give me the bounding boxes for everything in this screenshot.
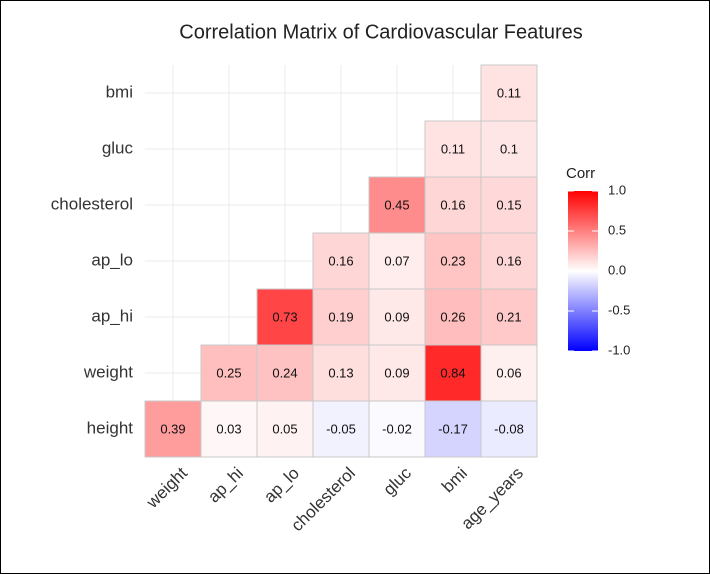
heatmap-cell [480,288,538,346]
colorbar-label: 0.5 [608,222,626,237]
cell-label: -0.02 [382,421,412,436]
x-tick-label: ap_lo [260,464,303,507]
y-tick-label: ap_lo [91,250,133,269]
cell-label: 0.84 [440,365,465,380]
cell-label: 0.09 [384,309,409,324]
cell-label: 0.07 [384,253,409,268]
cell-label: 0.23 [440,253,465,268]
cell-label: 0.15 [496,197,521,212]
cell-label: 0.11 [497,85,521,100]
heatmap-cell [480,344,538,402]
cell-label: -0.08 [494,421,524,436]
cell-label: 0.21 [496,309,521,324]
y-tick-label: ap_hi [91,306,133,325]
cell-label: 0.24 [272,365,297,380]
heatmap-cell [480,400,538,458]
colorbar-label: 1.0 [608,182,626,197]
cell-label: 0.16 [440,197,465,212]
y-tick-label: cholesterol [51,194,133,213]
colorbar-label: -0.5 [608,302,630,317]
y-tick-label: height [87,418,134,437]
heatmap-cell [480,120,538,178]
cell-label: 0.06 [496,365,521,380]
heatmap-cell [256,400,314,458]
cell-label: 0.16 [496,253,521,268]
cell-label: -0.05 [326,421,356,436]
cell-label: -0.17 [438,421,468,436]
cell-label: 0.73 [272,309,297,324]
heatmap-cell [480,176,538,234]
x-tick-label: gluc [380,463,416,499]
heatmap-cell [312,288,370,346]
heatmap-cell [200,344,258,402]
cell-label: 0.13 [328,365,353,380]
cell-label: 0.16 [328,253,353,268]
x-tick-label: weight [142,463,191,512]
cell-label: 0.39 [160,421,185,436]
cell-label: 0.03 [216,421,241,436]
y-tick-label: bmi [106,82,133,101]
x-tick-label: ap_hi [204,464,247,507]
heatmap-cell [368,400,426,458]
cell-label: 0.19 [328,309,353,324]
cell-label: 0.1 [500,141,518,156]
colorbar-label: 0.0 [608,262,626,277]
cell-label: 0.25 [216,365,241,380]
x-tick-label: bmi [438,464,471,497]
heatmap-cell [480,232,538,290]
heatmap-cell [200,400,258,458]
legend-title: Corr [566,165,595,182]
cell-label: 0.45 [384,197,409,212]
heatmap-cell [256,288,314,346]
heatmap-cell [312,232,370,290]
cell-label: 0.11 [441,141,465,156]
y-tick-label: gluc [102,138,134,157]
cell-label: 0.05 [272,421,297,436]
heatmap-cell [368,232,426,290]
cell-label: 0.09 [384,365,409,380]
colorbar-label: -1.0 [608,342,630,357]
y-tick-label: weight [83,362,133,381]
heatmap-cell [424,400,482,458]
cell-label: 0.26 [440,309,465,324]
heatmap-cell [480,64,538,122]
heatmap-cell [312,400,370,458]
chart-title: Correlation Matrix of Cardiovascular Fea… [179,21,583,43]
